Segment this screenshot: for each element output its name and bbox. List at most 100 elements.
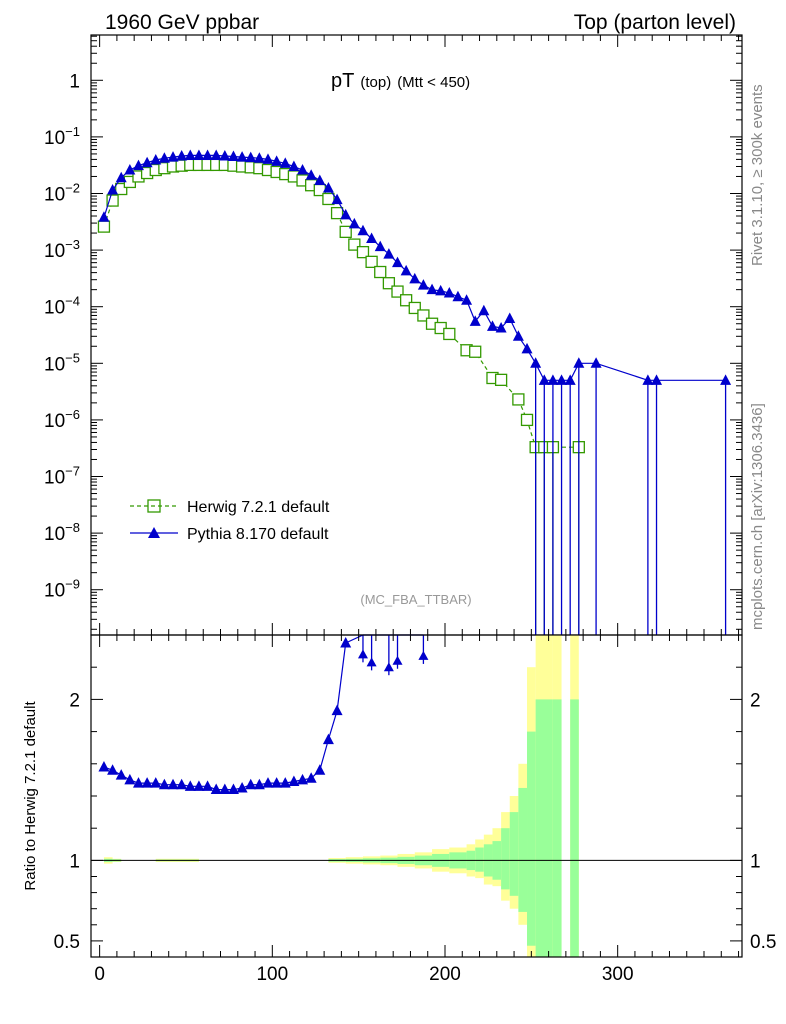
ratio-point (176, 778, 188, 790)
ratio-point (340, 637, 352, 648)
ratio-y-tick-label-right: 2 (750, 690, 761, 711)
data-point-herwig (399, 294, 413, 307)
data-point-pythia (642, 374, 654, 385)
data-point-pythia (271, 155, 283, 166)
data-point-pythia (210, 149, 222, 160)
data-point-pythia (564, 374, 576, 385)
main-plot: 110−110−210−310−410−510−610−710−810−9 pT… (44, 34, 743, 636)
data-point-pythia (400, 264, 412, 276)
data-point-herwig (417, 309, 430, 322)
legend-label-herwig: Herwig 7.2.1 default (187, 499, 330, 516)
band-68 (527, 731, 536, 946)
y-tick-base: 1 (69, 71, 80, 92)
ratio-line (103, 634, 424, 791)
ratio-point (167, 778, 179, 790)
ratio-point (279, 777, 291, 788)
data-point-pythia (236, 151, 248, 162)
ratio-y-tick-label-right: 1 (750, 851, 761, 872)
data-point-pythia (167, 151, 179, 162)
y-tick-label: 10−1 (44, 124, 80, 149)
legend-marker-herwig (147, 499, 161, 513)
ratio-point-out (418, 650, 429, 660)
data-point-pythia (297, 164, 309, 175)
y-tick-exponent: −1 (65, 124, 80, 139)
ratio-point (245, 778, 257, 790)
y-tick-label: 10−2 (44, 180, 80, 205)
ratio-point (158, 778, 170, 790)
band-68 (518, 787, 528, 912)
y-tick-label: 10−6 (44, 407, 80, 432)
y-tick-exponent: −6 (65, 407, 80, 422)
data-point-pythia (366, 232, 378, 244)
data-point-pythia (115, 171, 127, 183)
title-main: pT (331, 70, 354, 92)
data-point-pythia (590, 357, 602, 368)
ratio-point (184, 780, 196, 791)
main-y-tick-labels: 110−110−210−310−410−510−610−710−810−9 (44, 71, 80, 601)
ratio-point (271, 777, 283, 788)
legend: Herwig 7.2.1 default Pythia 8.170 defaul… (130, 499, 330, 543)
ratio-point (107, 764, 119, 775)
x-tick-label: 300 (602, 964, 634, 985)
data-point-pythia (340, 208, 352, 220)
x-tick-label: 100 (256, 964, 288, 985)
ratio-point (236, 781, 248, 793)
data-point-pythia (547, 374, 559, 385)
ratio-y-label: Ratio to Herwig 7.2.1 default (22, 701, 39, 891)
title-sub2: (Mtt < 450) (397, 74, 470, 91)
y-tick-exponent: −7 (65, 464, 80, 479)
y-tick-exponent: −8 (65, 520, 80, 535)
y-tick-label: 10−3 (44, 237, 80, 262)
band-68 (475, 847, 484, 872)
ratio-y-tick-labels: 0.5 0.5 1 1 2 2 (54, 690, 777, 953)
ratio-point (219, 783, 231, 795)
data-point-herwig (322, 192, 335, 206)
ratio-point (98, 761, 110, 772)
data-point-pythia (107, 184, 119, 195)
ratio-point (150, 777, 162, 788)
data-point-herwig (330, 206, 344, 220)
data-point-pythia (538, 374, 550, 385)
data-point-pythia (288, 160, 300, 171)
ratio-point-out (357, 649, 368, 659)
data-point-herwig (339, 225, 352, 239)
data-point-pythia (495, 322, 507, 333)
x-tick-label: 0 (94, 964, 105, 985)
data-point-pythia (486, 320, 498, 331)
ratio-point (210, 783, 222, 795)
analysis-label: (MC_FBA_TTBAR) (360, 592, 471, 607)
y-tick-label: 10−4 (44, 294, 80, 319)
band-68 (535, 699, 553, 957)
data-point-herwig (512, 393, 525, 406)
ratio-point (297, 773, 309, 785)
data-point-pythia (193, 149, 205, 160)
main-ticks (91, 35, 742, 635)
ratio-point (262, 777, 274, 788)
ratio-plot: 0.5 0.5 1 1 2 2 Ratio to Herwig 7.2.1 default… (22, 634, 777, 985)
data-point-pythia (158, 152, 170, 163)
band-68 (552, 699, 562, 957)
y-tick-base: 10 (44, 128, 65, 149)
data-point-pythia (426, 283, 438, 295)
ratio-point (314, 764, 326, 775)
ratio-point (132, 777, 144, 788)
data-point-herwig (115, 182, 128, 196)
data-point-pythia (331, 193, 343, 205)
data-point-herwig (391, 285, 404, 298)
data-point-pythia (348, 217, 360, 229)
y-tick-base: 10 (44, 468, 65, 489)
header-right: Top (parton level) (574, 11, 736, 34)
data-point-pythia (98, 211, 110, 222)
header-left: 1960 GeV ppbar (105, 11, 259, 34)
mcplots-label: mcplots.cern.ch [arXiv:1306.3436] (749, 403, 766, 630)
ratio-point (124, 773, 136, 785)
y-tick-base: 10 (44, 298, 65, 319)
y-tick-exponent: −2 (65, 180, 80, 195)
main-series (97, 149, 732, 635)
data-point-pythia (521, 342, 533, 354)
data-point-pythia (478, 304, 490, 316)
band-68 (501, 828, 510, 890)
ratio-point-out (383, 662, 394, 672)
ratio-point (193, 780, 205, 791)
